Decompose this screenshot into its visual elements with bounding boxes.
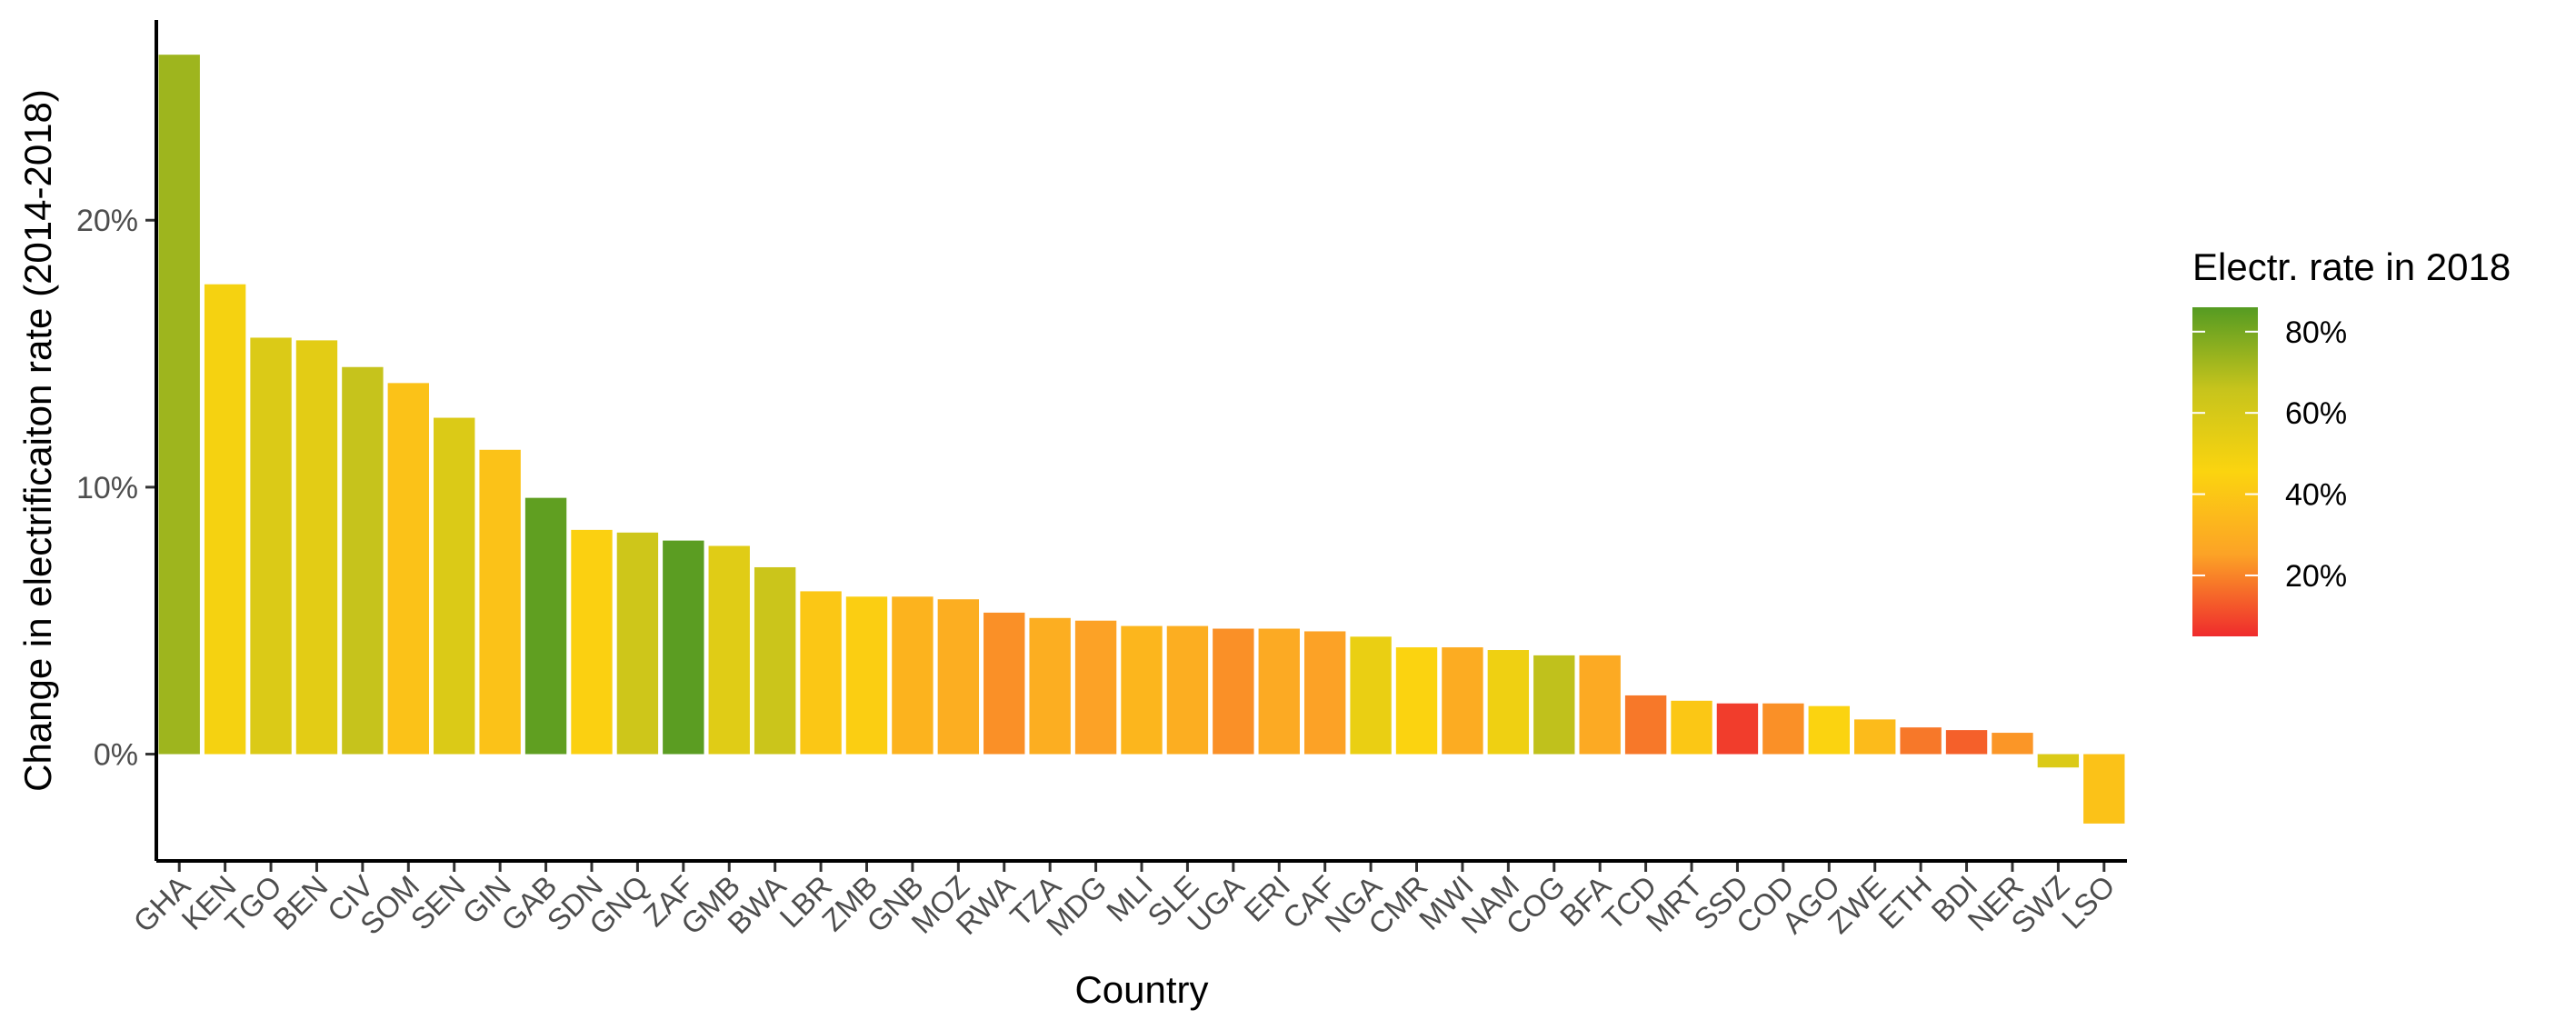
bar-gmb (708, 545, 750, 755)
y-tick-label: 10% (76, 471, 138, 505)
bar-lso (2083, 754, 2125, 824)
bar-cog (1533, 655, 1575, 755)
bar-cod (1762, 703, 1804, 755)
bar-ner (1992, 733, 2033, 755)
bar-zmb (845, 596, 888, 755)
y-tick-label: 0% (94, 738, 138, 773)
bar-mli (1121, 625, 1163, 755)
bar-ago (1808, 705, 1850, 755)
legend: Electr. rate in 2018 20% 40% 60% 80% (2192, 245, 2511, 636)
bar-eri (1258, 628, 1300, 755)
y-tick-label: 20% (76, 204, 138, 238)
legend-tick-label: 40% (2285, 478, 2347, 513)
bar-lbr (800, 591, 842, 755)
bar-eth (1900, 727, 1942, 755)
x-tick-label: LSO (2055, 869, 2122, 935)
bar-rwa (983, 612, 1025, 755)
bar-zaf (663, 540, 704, 755)
bar-sen (434, 417, 475, 755)
bar-bdi (1945, 730, 1988, 755)
bar-som (387, 383, 429, 755)
bar-nga (1350, 636, 1392, 755)
bar-ken (204, 284, 246, 755)
bar-sle (1166, 625, 1209, 755)
legend-colorbar (2192, 307, 2258, 636)
bar-ben (295, 340, 338, 755)
bar-bwa (754, 566, 796, 755)
bar-mdg (1074, 620, 1117, 755)
bar-swz (2037, 754, 2080, 768)
legend-tick-label: 60% (2285, 396, 2347, 431)
y-axis-label: Change in electrificaiton rate (2014-201… (16, 89, 59, 792)
bar-gnq (616, 532, 659, 755)
legend-tick-label: 80% (2285, 315, 2347, 350)
bar-moz (937, 599, 980, 755)
x-axis-label: Country (1074, 968, 1208, 1011)
bar-nam (1487, 650, 1530, 755)
bar-sdn (571, 529, 613, 755)
bar-caf (1303, 631, 1346, 755)
bar-civ (342, 366, 384, 755)
bar-bfa (1579, 655, 1621, 755)
bar-mwi (1442, 647, 1483, 755)
bar-mrt (1671, 700, 1712, 755)
bar-ssd (1716, 703, 1759, 755)
bar-gnb (892, 596, 934, 755)
bar-gin (479, 449, 521, 755)
bar-gab (524, 497, 567, 755)
bar-uga (1213, 628, 1254, 755)
bar-zwe (1854, 719, 1896, 755)
legend-tick-label: 20% (2285, 559, 2347, 594)
y-axis-ticks: 0% 10% 20% (76, 204, 156, 773)
bars (158, 55, 2125, 824)
bar-tgo (250, 337, 292, 755)
x-axis-ticks: GHAKENTGOBENCIVSOMSENGINGABSDNGNQZAFGMBB… (126, 861, 2122, 942)
legend-title: Electr. rate in 2018 (2192, 245, 2511, 288)
legend-ticks: 20% 40% 60% 80% (2192, 315, 2347, 594)
bar-tcd (1624, 695, 1667, 755)
bar-tza (1029, 617, 1071, 755)
bar-cmr (1395, 647, 1438, 755)
bar-gha (158, 55, 200, 755)
